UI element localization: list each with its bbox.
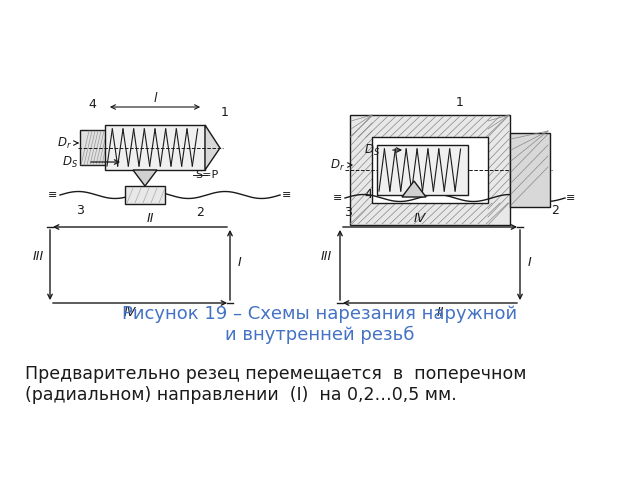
Text: 1: 1 [456,96,464,109]
Text: 3: 3 [344,205,352,218]
Text: S=P: S=P [195,170,218,180]
Text: 4: 4 [88,98,96,111]
Text: Рисунок 19 – Схемы нарезания наружной
и внутренней резьб: Рисунок 19 – Схемы нарезания наружной и … [122,305,518,344]
Text: l: l [153,93,157,106]
Polygon shape [402,181,426,197]
Text: 4: 4 [364,189,372,202]
Text: ≡: ≡ [566,193,576,203]
Text: $D_r$: $D_r$ [57,135,72,151]
Text: IV: IV [414,212,426,225]
Text: ≡: ≡ [48,190,58,200]
Text: 2: 2 [551,204,559,216]
Text: II: II [147,212,154,225]
Text: ≡: ≡ [333,193,342,203]
Text: $D_r$: $D_r$ [330,157,345,172]
Polygon shape [205,125,220,170]
Polygon shape [133,170,157,186]
Bar [105,125,205,170]
Text: ≡: ≡ [282,190,292,200]
Text: 3: 3 [76,204,84,216]
Text: I: I [238,255,242,268]
Bar [377,145,468,195]
Text: Предварительно резец перемещается  в  поперечном
(радиальном) направлении  (I)  : Предварительно резец перемещается в попе… [25,365,527,404]
Text: I: I [528,255,532,268]
Text: 2: 2 [196,205,204,218]
Bar [125,186,165,204]
Text: III: III [321,251,332,264]
Text: 1: 1 [221,107,229,120]
Bar [350,115,510,225]
Text: IV: IV [124,305,136,319]
Text: $D_S$: $D_S$ [62,155,78,169]
Bar [80,130,110,165]
Text: $D_S$: $D_S$ [364,143,380,157]
Text: III: III [33,251,44,264]
Text: II: II [436,305,444,319]
Bar [372,137,488,203]
Bar [510,133,550,207]
